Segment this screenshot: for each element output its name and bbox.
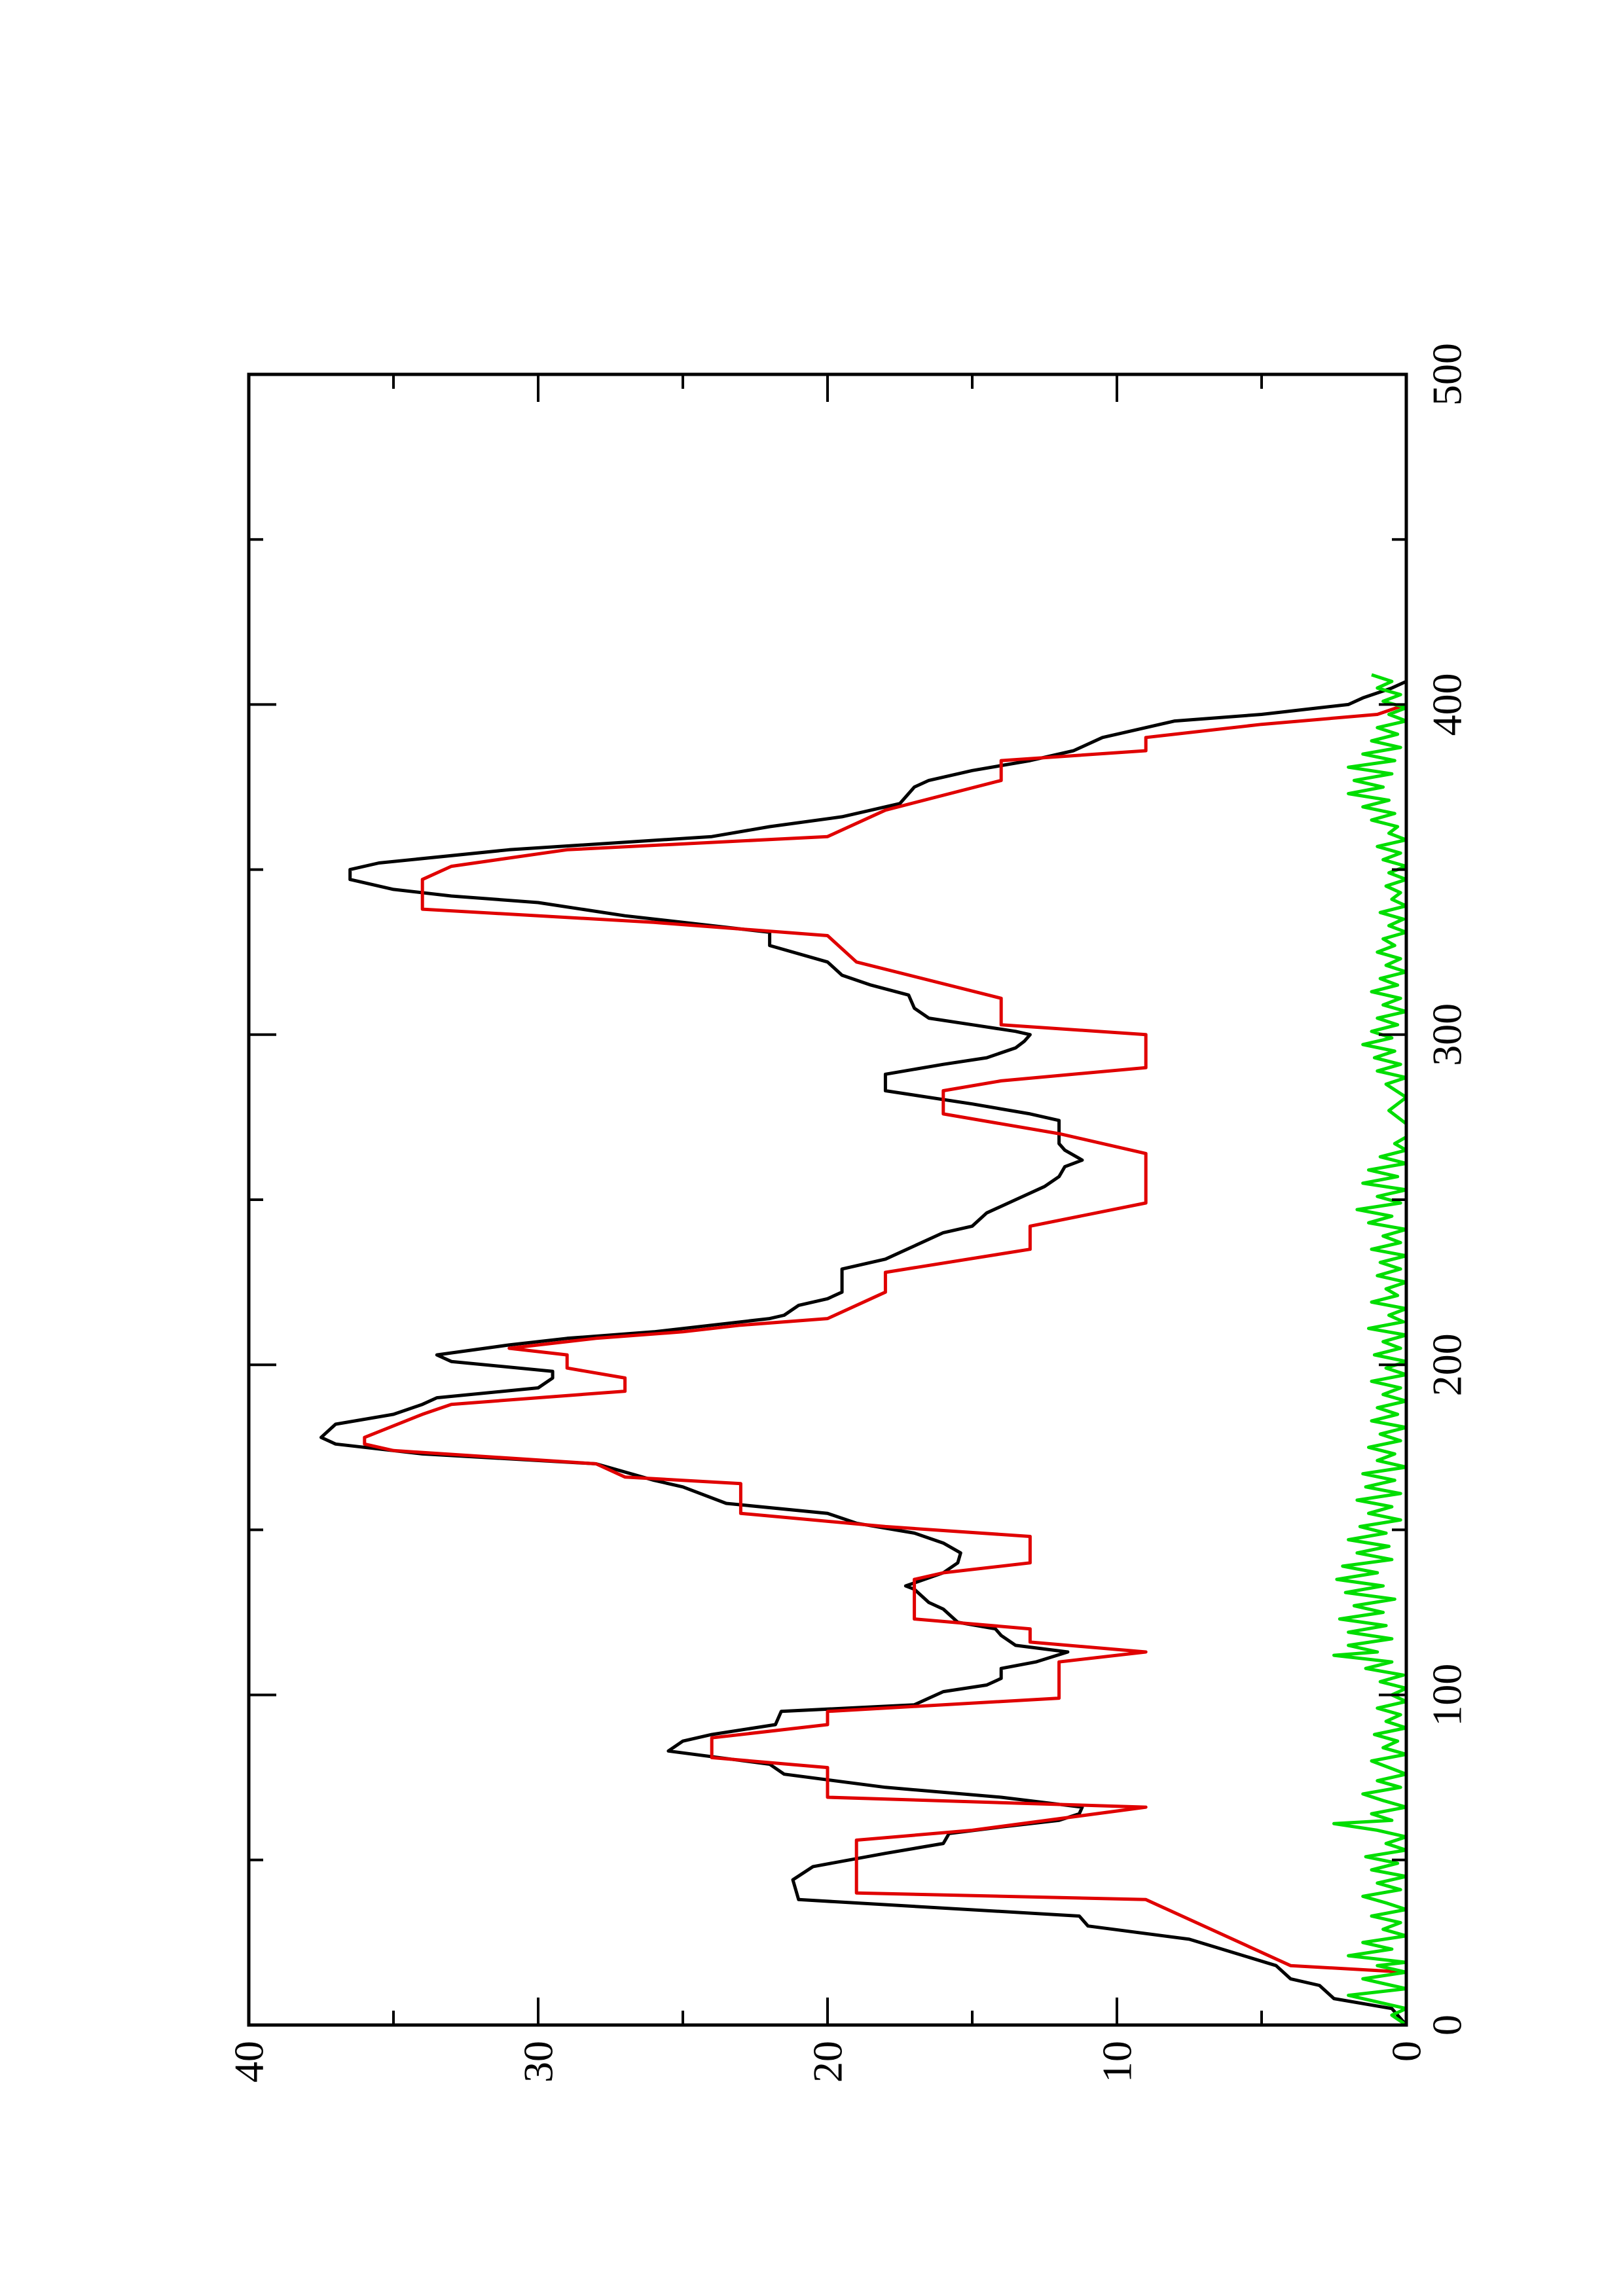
- x-tick-label: 0: [1424, 2015, 1470, 2036]
- x-tick-label: 300: [1424, 1003, 1470, 1066]
- series-line-3: [1332, 673, 1408, 2027]
- y-tick-label: 0: [1383, 2041, 1430, 2062]
- x-tick-label: 500: [1424, 343, 1470, 406]
- x-tick-label: 200: [1424, 1333, 1470, 1396]
- x-tick-label: 400: [1424, 673, 1470, 736]
- y-tick-label: 30: [515, 2041, 562, 2083]
- y-tick-label: 20: [805, 2041, 851, 2083]
- series-line-2: [363, 703, 1408, 2025]
- y-tick-label: 40: [226, 2041, 272, 2083]
- axis-ticks: [247, 373, 1408, 2026]
- tick-labels: 0 100 200 300 400 500 0 10 20 30 40: [226, 343, 1470, 2083]
- x-tick-label: 100: [1424, 1664, 1470, 1727]
- series-line-1: [319, 679, 1408, 2026]
- y-tick-label: 10: [1094, 2041, 1140, 2083]
- series-group: [319, 673, 1408, 2027]
